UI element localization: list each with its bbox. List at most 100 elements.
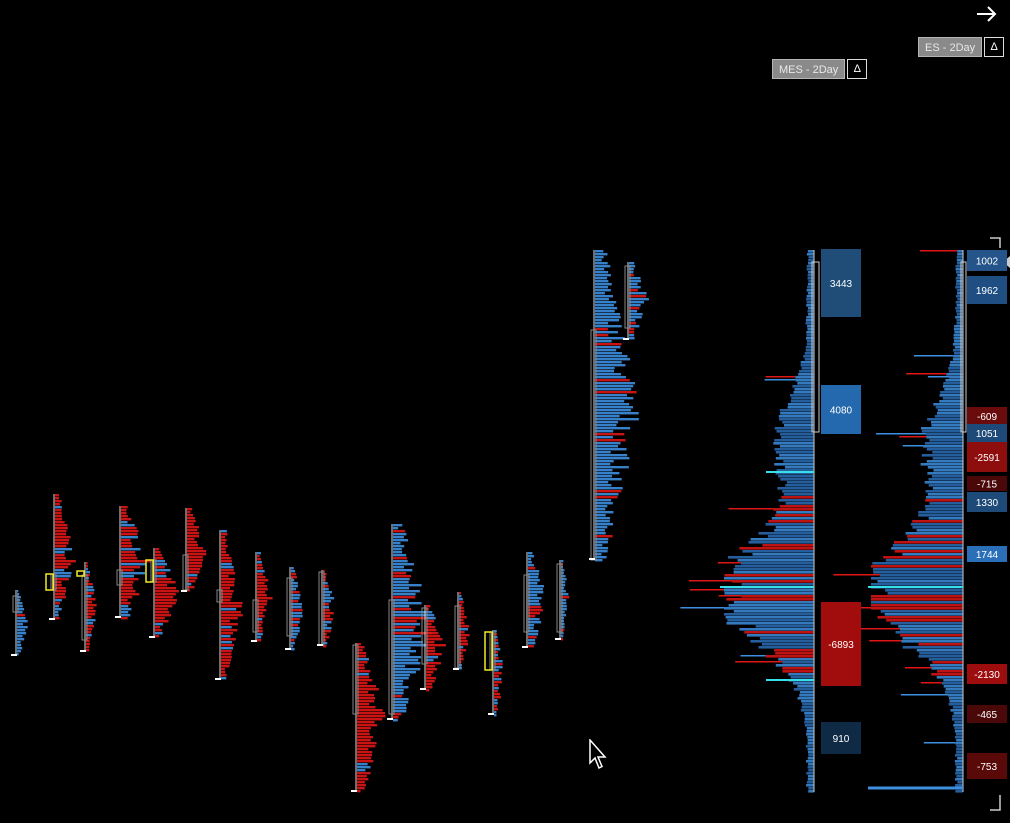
es-profile-bar: [955, 763, 963, 766]
es-profile-bar: [918, 514, 963, 517]
profile-bar: [291, 639, 295, 642]
profile-bar: [17, 596, 21, 599]
mes-profile-bar: [724, 589, 814, 592]
profile-bar: [393, 527, 399, 530]
es-profile-bar: [953, 712, 963, 715]
es-profile-bar: [925, 499, 963, 502]
profile-bar: [528, 576, 539, 579]
mes-profile-bar: [807, 748, 814, 751]
es-profile-bar: [955, 742, 963, 745]
profile-bar: [155, 629, 162, 632]
profile-bar: [291, 603, 302, 606]
es-profile-bar: [956, 310, 963, 313]
profile-bar: [393, 629, 414, 632]
profile-bar: [323, 618, 333, 621]
es-2day-label[interactable]: ES - 2Day: [918, 37, 983, 57]
profile-bar: [459, 652, 463, 655]
profile-bar: [595, 460, 614, 463]
profile-bar: [187, 514, 193, 517]
es-profile-bar: [921, 427, 963, 430]
profile-bar: [595, 445, 618, 448]
es-profile-bar: [948, 694, 963, 697]
profile-bar: [595, 472, 620, 475]
mes-profile-bar: [775, 451, 814, 454]
mes-profile-bar: [801, 367, 814, 370]
mes-profile-bar: [807, 286, 814, 289]
mes-profile-bar: [805, 346, 814, 349]
profile-bar: [595, 493, 619, 496]
profile-bar: [595, 316, 621, 319]
profile-bar: [221, 608, 237, 611]
es-profile-bar: [953, 724, 963, 727]
es-profile-bar: [954, 727, 963, 730]
es-delta-value: -609: [977, 412, 997, 423]
profile-bar: [595, 277, 608, 280]
es-profile-bar: [885, 559, 963, 562]
es-profile-bar: [926, 496, 963, 499]
profile-bar: [187, 574, 198, 577]
mes-profile-bar: [799, 694, 814, 697]
es-delta-toggle[interactable]: Δ: [984, 37, 1005, 57]
profile-bar: [595, 499, 612, 502]
profile-bar: [323, 588, 329, 591]
es-profile-bar: [956, 322, 963, 325]
profile-bar: [459, 595, 462, 598]
profile-bar: [86, 580, 90, 583]
profile-bar: [221, 635, 231, 638]
mes-profile-bar: [731, 580, 814, 583]
mes-2day-label[interactable]: MES - 2Day: [772, 59, 846, 79]
profile-bar: [561, 596, 570, 599]
mes-profile-bar: [807, 757, 814, 760]
profile-bar: [17, 590, 19, 593]
es-profile-bar: [956, 280, 963, 283]
profile-bar: [595, 466, 629, 469]
profile-bar: [155, 605, 173, 608]
profile-bar: [17, 617, 26, 620]
profile-bar: [528, 585, 544, 588]
profile-bar: [595, 556, 607, 559]
es-profile-delta-line: [905, 667, 932, 669]
profile-bar: [221, 593, 233, 596]
mes-profile-bar: [806, 340, 814, 343]
profile-bar: [595, 412, 639, 415]
mes-profile-bar: [801, 700, 814, 703]
mes-profile-bar: [782, 421, 814, 424]
profile-bar: [257, 633, 263, 636]
mes-profile-bar: [788, 403, 814, 406]
profile-bar: [55, 575, 71, 578]
profile-bar: [291, 573, 297, 576]
profile-bar: [459, 598, 463, 601]
profile-bar: [357, 700, 375, 703]
mes-profile-bar: [761, 643, 814, 646]
profile-bar: [86, 637, 91, 640]
mes-profile-bar: [771, 517, 814, 520]
profile-bar: [187, 583, 192, 586]
es-profile-bar: [956, 259, 963, 262]
profile-bar: [121, 593, 140, 596]
profile-bar: [494, 660, 503, 663]
mes-profile-delta-line: [765, 376, 796, 378]
mes-profile-bar: [775, 472, 814, 475]
profile-bar: [291, 630, 300, 633]
mes-delta-toggle[interactable]: Δ: [847, 59, 868, 79]
profile-bar: [187, 550, 207, 553]
profile-bar: [55, 593, 66, 596]
profile-bar: [393, 632, 433, 635]
profile-bar: [561, 608, 567, 611]
es-profile-bar: [907, 535, 963, 538]
es-profile-delta-line: [913, 355, 953, 357]
profile-bar: [55, 584, 62, 587]
mes-profile-bar: [755, 625, 814, 628]
highlight-box: [76, 570, 85, 577]
profile-bar: [86, 625, 94, 628]
expand-arrow-button[interactable]: [972, 2, 1002, 26]
profile-bar: [55, 566, 69, 569]
profile-bar: [187, 547, 203, 550]
es-profile-bar: [871, 604, 963, 607]
mes-profile-bar: [808, 313, 814, 316]
es-profile-bar: [956, 766, 963, 769]
profile-bar: [86, 589, 95, 592]
es-profile-bar: [894, 550, 963, 553]
es-profile-bar: [943, 679, 963, 682]
profile-bar: [357, 778, 369, 781]
